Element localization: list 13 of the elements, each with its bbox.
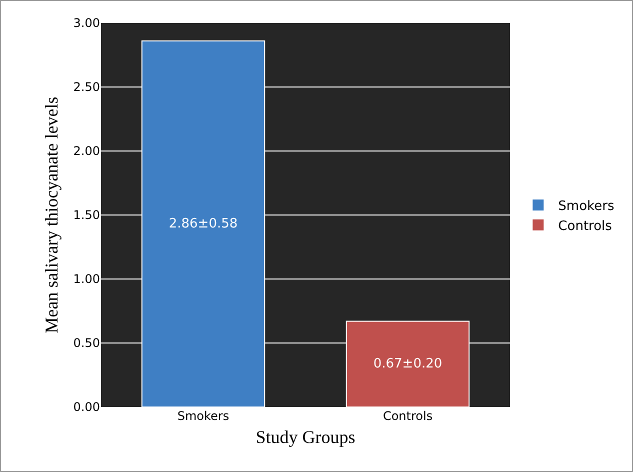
y-tick-label: 2.00 <box>73 144 100 158</box>
data-label: 2.86±0.58 <box>168 216 238 232</box>
y-tick-label: 1.50 <box>73 208 100 222</box>
y-axis-title: Mean salivary thiocyanate levels <box>41 96 62 334</box>
legend-label: Smokers <box>558 199 614 214</box>
y-tick-label: 2.50 <box>73 80 100 94</box>
data-label: 0.67±0.20 <box>373 356 442 372</box>
y-tick-label: 0.50 <box>73 336 100 350</box>
x-axis-title: Study Groups <box>256 427 356 448</box>
y-tick-label: 0.00 <box>73 400 100 414</box>
legend-label: Controls <box>558 218 612 234</box>
y-tick-label: 1.00 <box>73 272 100 286</box>
y-tick-label: 3.00 <box>73 16 100 30</box>
